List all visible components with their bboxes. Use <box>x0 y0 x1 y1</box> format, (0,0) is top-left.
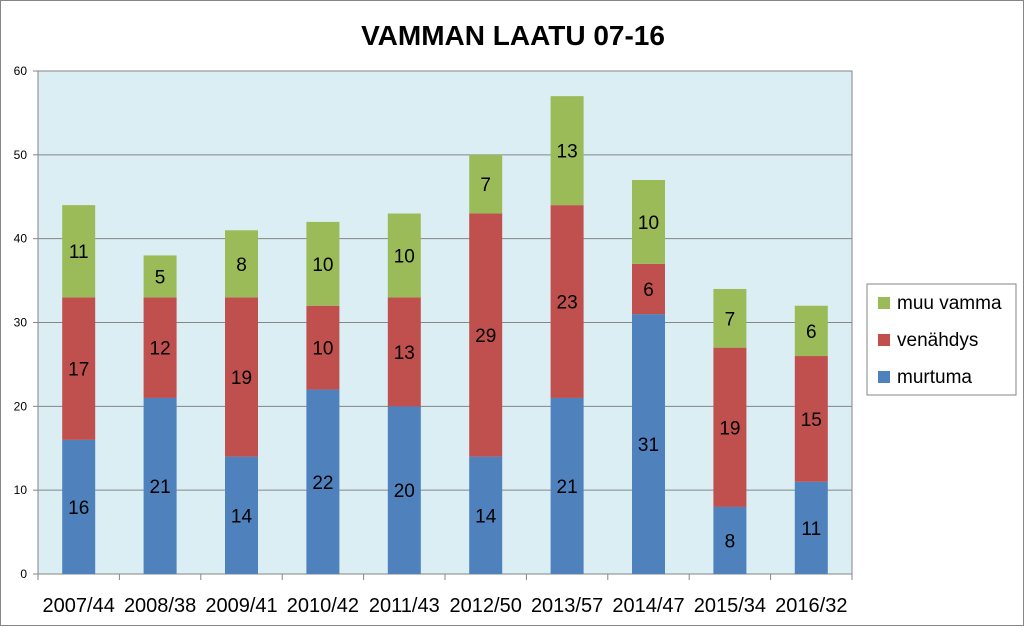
bar-muu-vamma <box>632 179 665 264</box>
y-tick-label: 30 <box>14 316 28 330</box>
bar-muu-vamma <box>143 255 177 298</box>
data-label: 21 <box>150 477 171 498</box>
data-label: 7 <box>725 309 736 330</box>
bar-muu-vamma <box>550 96 584 206</box>
bar-murtuma <box>387 406 421 574</box>
data-label: 10 <box>638 213 659 234</box>
data-label: 10 <box>394 246 415 267</box>
x-tick-label: 2014/47 <box>612 595 684 617</box>
legend-box <box>866 283 1017 396</box>
bar-murtuma <box>794 481 828 574</box>
chart-title: VAMMAN LAATU 07-16 <box>361 20 665 51</box>
bar-venhdys <box>62 297 96 440</box>
bar-venhdys <box>306 305 340 390</box>
data-label: 8 <box>725 531 736 552</box>
bar-venhdys <box>387 297 421 407</box>
data-label: 13 <box>557 142 578 163</box>
bar-murtuma <box>62 439 96 574</box>
bar-venhdys <box>713 347 747 507</box>
y-tick-label: 50 <box>14 148 28 162</box>
bar-venhdys <box>143 297 177 398</box>
data-label: 15 <box>801 410 822 431</box>
data-label: 13 <box>394 343 415 364</box>
plot-area: 0 10 20 30 40 50 60 16 17 11 2007/44 21 12 5 2008/38 14… <box>14 64 853 617</box>
bar-muu-vamma <box>225 230 258 298</box>
data-label: 14 <box>475 506 497 527</box>
bar-venhdys <box>469 213 503 457</box>
bar-muu-vamma <box>306 221 340 306</box>
legend-label: muu vamma <box>897 293 1002 314</box>
bar-murtuma <box>143 397 177 574</box>
data-label: 21 <box>557 477 578 498</box>
legend-label: murtuma <box>897 367 972 388</box>
data-label: 10 <box>312 339 333 360</box>
data-label: 6 <box>643 280 654 301</box>
legend-swatch <box>878 334 890 346</box>
bar-murtuma <box>225 456 258 574</box>
x-tick-label: 2010/42 <box>287 595 359 617</box>
x-tick-label: 2013/57 <box>531 595 603 617</box>
data-label: 16 <box>68 498 89 519</box>
data-label: 12 <box>150 339 171 360</box>
legend: muu vamma venähdys murtuma <box>866 283 1017 396</box>
data-label: 11 <box>69 242 89 263</box>
bar-murtuma <box>713 506 747 574</box>
data-label: 22 <box>312 473 333 494</box>
bar-muu-vamma <box>469 154 503 214</box>
y-tick-label: 10 <box>14 483 28 497</box>
bar-muu-vamma <box>794 305 828 357</box>
bar-muu-vamma <box>387 213 421 298</box>
legend-label: venähdys <box>897 330 978 351</box>
bar-venhdys <box>225 297 258 457</box>
bar-murtuma <box>306 389 340 574</box>
x-tick-label: 2011/43 <box>369 595 440 617</box>
x-tick-label: 2007/44 <box>43 595 115 617</box>
data-label: 19 <box>231 368 252 389</box>
legend-swatch <box>878 371 890 383</box>
data-label: 23 <box>557 293 578 314</box>
data-label: 17 <box>68 360 89 381</box>
data-label: 31 <box>638 435 659 456</box>
data-label: 11 <box>801 519 821 540</box>
data-label: 20 <box>394 481 415 502</box>
data-label: 7 <box>480 175 491 196</box>
data-label: 8 <box>236 255 247 276</box>
data-label: 29 <box>475 326 496 347</box>
x-tick-label: 2015/34 <box>694 595 766 617</box>
data-label: 19 <box>719 418 740 439</box>
data-label: 14 <box>231 506 253 527</box>
bar-murtuma <box>469 456 503 574</box>
bar-muu-vamma <box>62 205 96 298</box>
data-label: 10 <box>312 255 333 276</box>
data-label: 5 <box>155 267 166 288</box>
bar-venhdys <box>632 263 665 315</box>
x-tick-label: 2016/32 <box>775 595 847 617</box>
bar-murtuma <box>550 397 584 574</box>
bar-venhdys <box>550 205 584 398</box>
y-tick-label: 60 <box>14 64 28 78</box>
y-tick-label: 40 <box>14 232 28 246</box>
x-tick-label: 2012/50 <box>450 595 522 617</box>
x-tick-label: 2008/38 <box>124 595 196 617</box>
y-tick-label: 20 <box>14 399 28 413</box>
bar-venhdys <box>794 356 828 482</box>
y-tick-label: 0 <box>20 567 27 581</box>
data-label: 6 <box>806 322 817 343</box>
bar-murtuma <box>632 314 665 574</box>
legend-swatch <box>878 297 890 309</box>
bar-muu-vamma <box>713 288 747 348</box>
x-tick-label: 2009/41 <box>205 595 277 617</box>
